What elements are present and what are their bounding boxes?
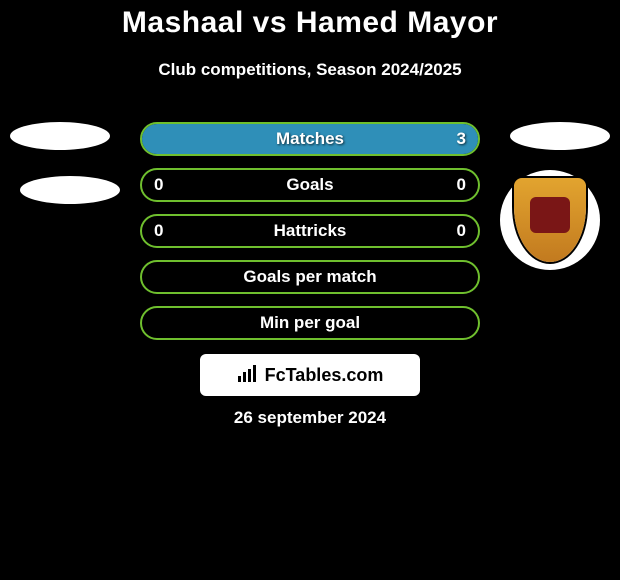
stat-row-goals-per-match: Goals per match <box>140 260 480 294</box>
stat-left-value: 0 <box>154 221 163 241</box>
stat-right-value: 3 <box>457 129 466 149</box>
stat-row-matches: Matches3 <box>140 122 480 156</box>
attribution-text: FcTables.com <box>265 365 384 386</box>
attribution-badge: FcTables.com <box>200 354 420 396</box>
stat-label: Goals per match <box>142 267 478 287</box>
snapshot-date: 26 september 2024 <box>0 408 620 428</box>
right-club-badge <box>500 170 600 270</box>
left-player-avatar-placeholder <box>10 122 110 150</box>
comparison-card: Mashaal vs Hamed Mayor Club competitions… <box>0 0 620 580</box>
left-club-badge-placeholder <box>20 176 120 204</box>
shield-icon <box>514 178 586 262</box>
page-title: Mashaal vs Hamed Mayor <box>0 6 620 40</box>
chart-icon <box>237 364 259 387</box>
stat-label: Matches <box>142 129 478 149</box>
stat-right-value: 0 <box>457 221 466 241</box>
stat-label: Goals <box>142 175 478 195</box>
stat-row-min-per-goal: Min per goal <box>140 306 480 340</box>
right-player-avatar-placeholder <box>510 122 610 150</box>
page-subtitle: Club competitions, Season 2024/2025 <box>0 60 620 80</box>
stat-label: Hattricks <box>142 221 478 241</box>
stat-left-value: 0 <box>154 175 163 195</box>
stat-row-hattricks: Hattricks0 0 <box>140 214 480 248</box>
stat-label: Min per goal <box>142 313 478 333</box>
stat-right-value: 0 <box>457 175 466 195</box>
stat-row-goals: Goals0 0 <box>140 168 480 202</box>
